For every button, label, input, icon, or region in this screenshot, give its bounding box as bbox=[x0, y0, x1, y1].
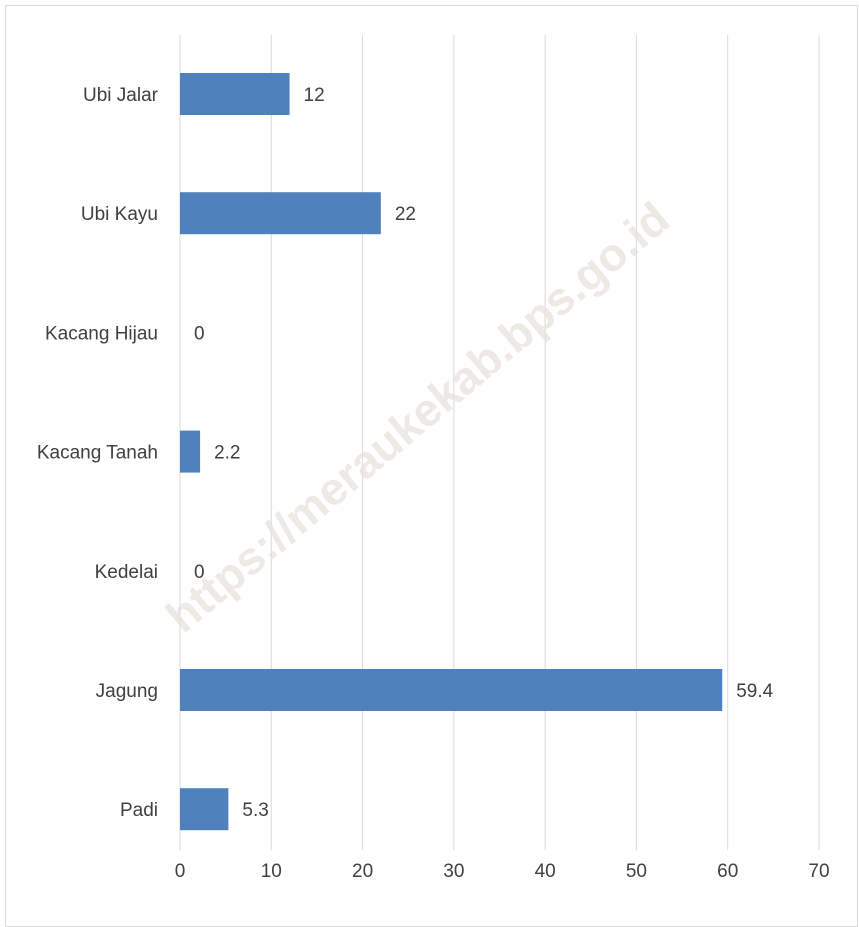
data-label: 0 bbox=[194, 323, 205, 344]
x-tick-label: 40 bbox=[535, 861, 556, 882]
y-tick-label: Kedelai bbox=[95, 562, 158, 583]
plot-area: 0 10 20 30 40 50 60 70 Ubi Jalar 12 Ubi Kayu 22 Kaca… bbox=[37, 35, 830, 882]
chart-border bbox=[5, 5, 858, 927]
data-label: 12 bbox=[304, 85, 325, 106]
x-tick-label: 70 bbox=[808, 861, 829, 882]
x-tick-label: 60 bbox=[717, 861, 738, 882]
bar bbox=[180, 430, 201, 473]
y-tick-label: Kacang Tanah bbox=[37, 443, 158, 464]
y-tick-label: Ubi Jalar bbox=[83, 85, 159, 106]
data-label: 0 bbox=[194, 562, 205, 583]
y-tick-label: Padi bbox=[120, 800, 158, 821]
data-label: 2.2 bbox=[214, 443, 240, 464]
y-tick-label: Kacang Hijau bbox=[45, 323, 158, 344]
data-label: 59.4 bbox=[736, 681, 773, 702]
x-tick-label: 0 bbox=[175, 861, 186, 882]
y-tick-label: Jagung bbox=[96, 681, 158, 702]
x-tick-label: 10 bbox=[261, 861, 282, 882]
data-label: 22 bbox=[395, 204, 416, 225]
x-tick-label: 30 bbox=[443, 861, 464, 882]
y-tick-label: Ubi Kayu bbox=[81, 204, 158, 225]
bar bbox=[180, 192, 381, 235]
watermark: https://meraukekab.bps.go.id bbox=[156, 192, 679, 643]
bar bbox=[180, 788, 229, 831]
x-tick-label: 20 bbox=[352, 861, 373, 882]
data-label: 5.3 bbox=[242, 800, 268, 821]
x-tick-label: 50 bbox=[626, 861, 647, 882]
bar bbox=[180, 73, 290, 115]
bar bbox=[180, 669, 723, 711]
